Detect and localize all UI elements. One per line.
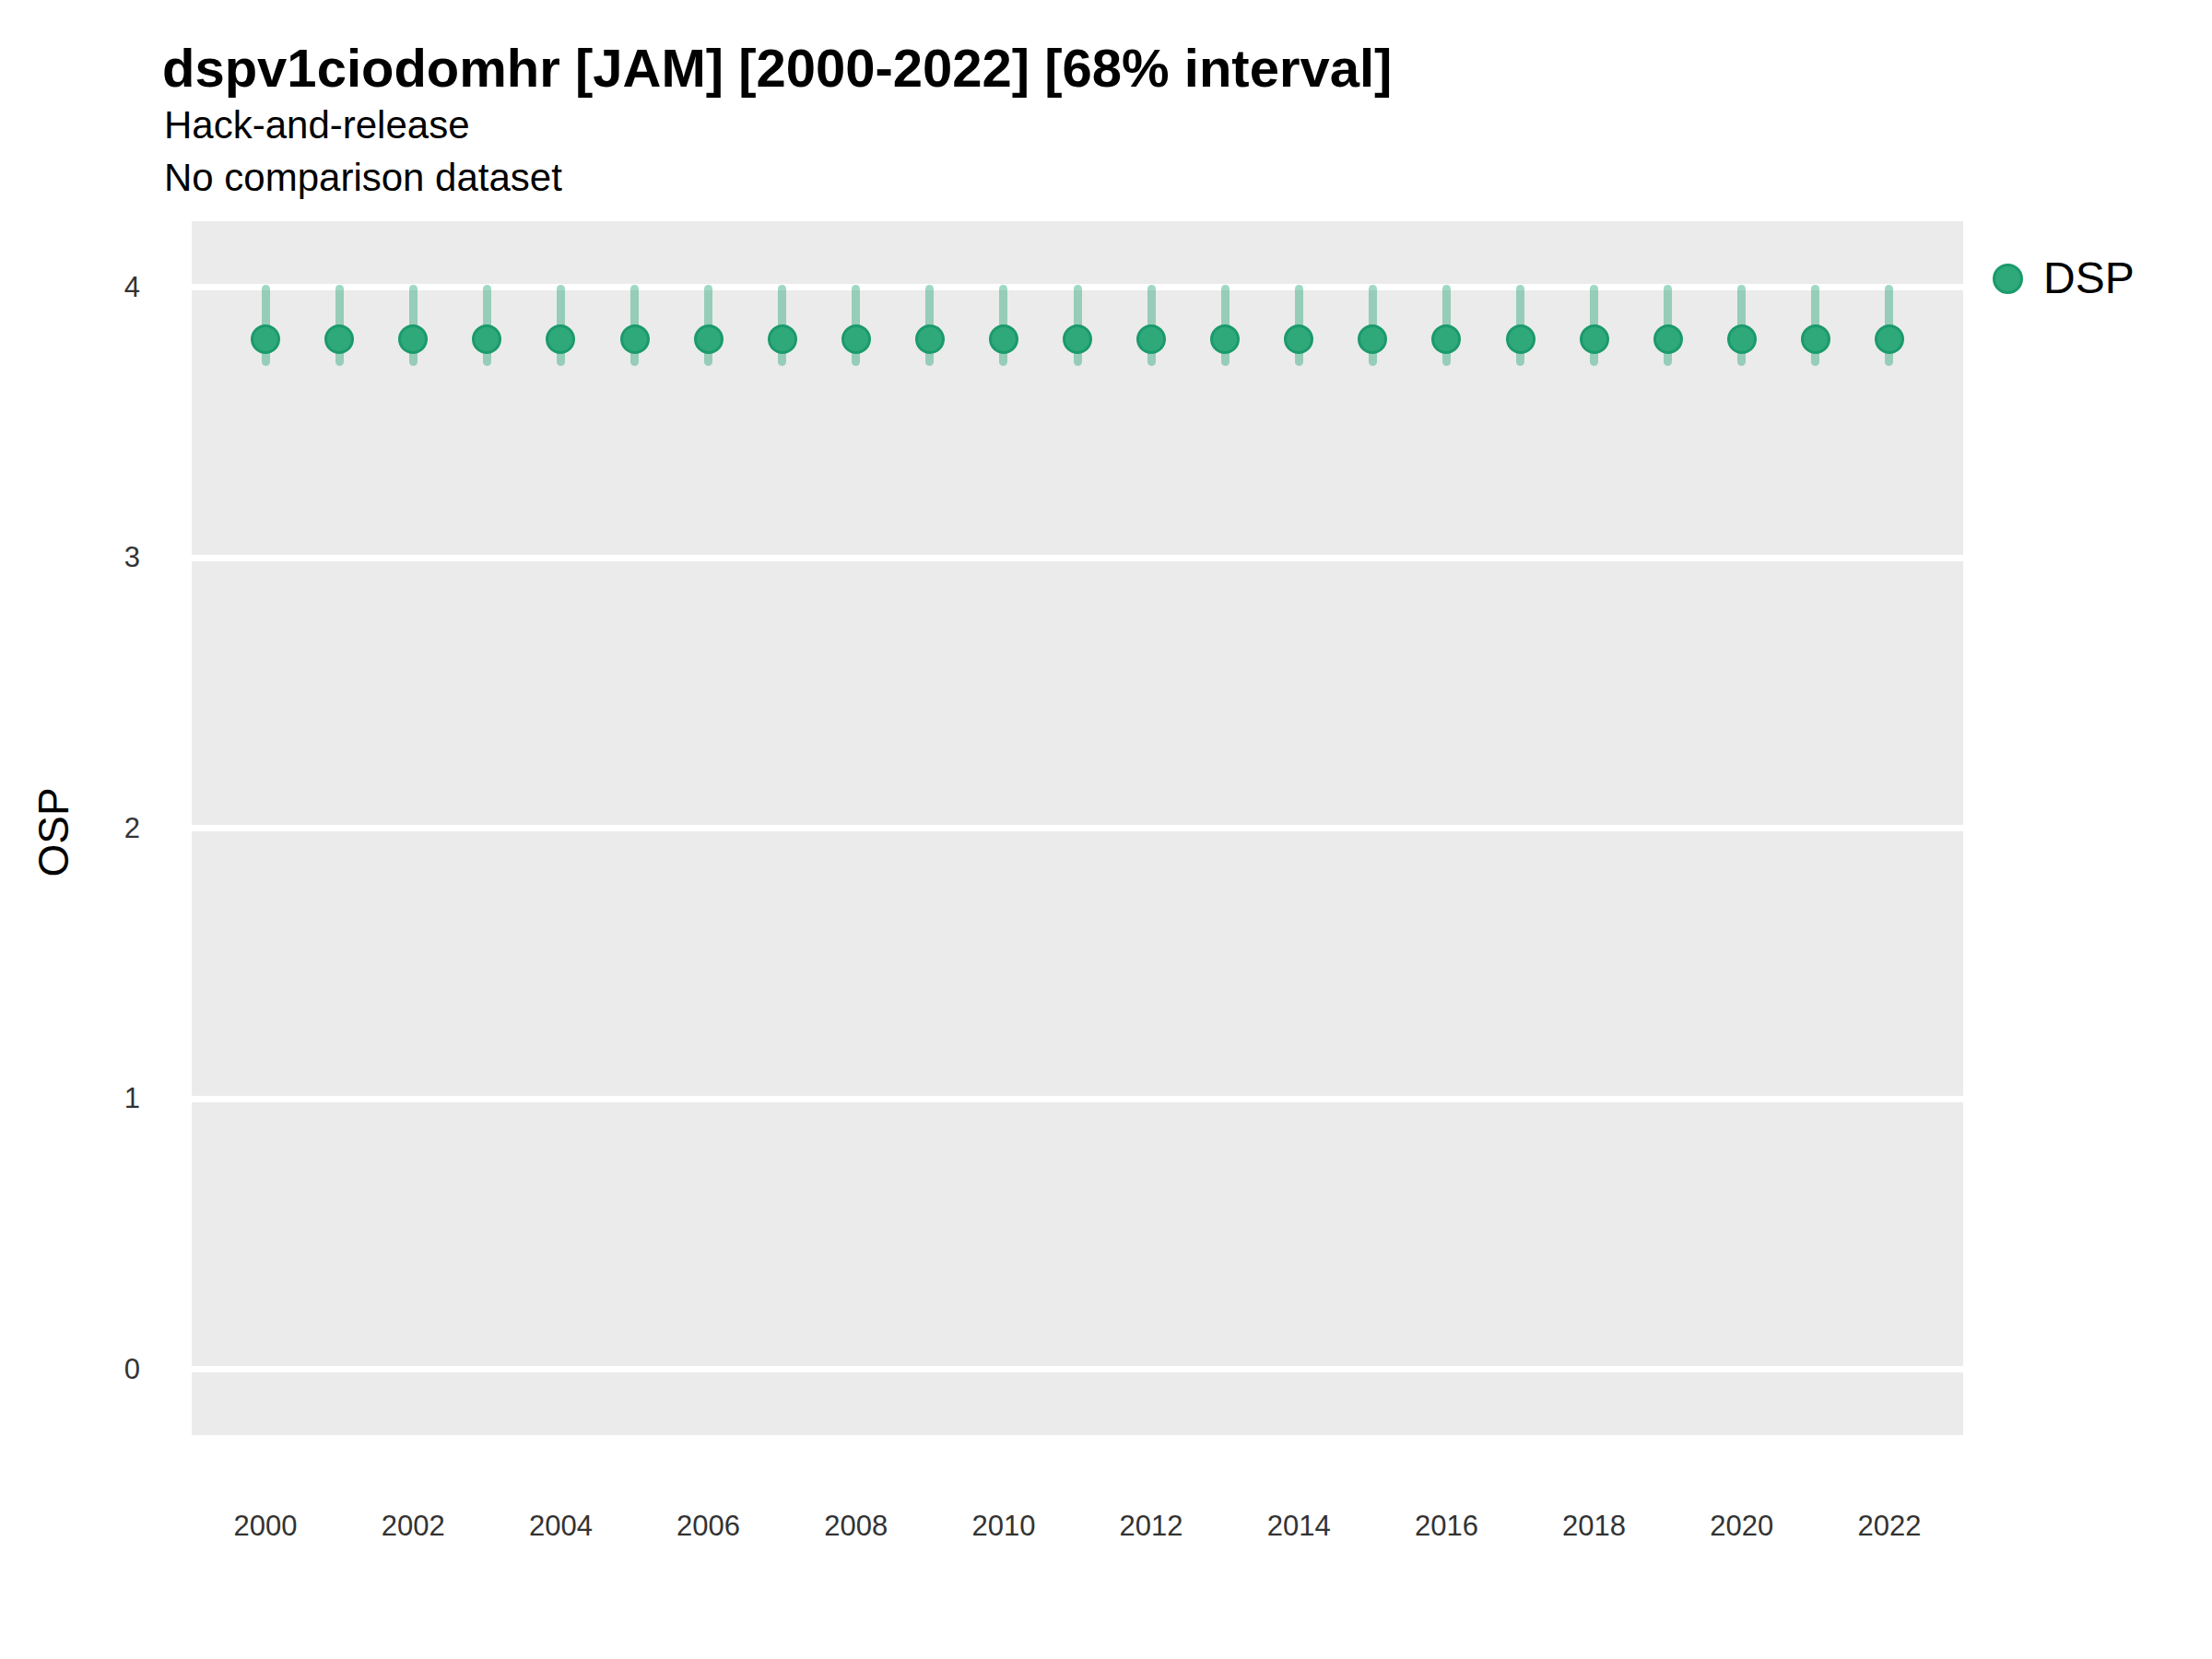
x-tick-label: 2004 bbox=[487, 1510, 634, 1543]
chart-subtitle-line2: No comparison dataset bbox=[164, 156, 562, 200]
data-point bbox=[1653, 324, 1683, 354]
data-point bbox=[1210, 324, 1240, 354]
x-tick-label: 2020 bbox=[1668, 1510, 1816, 1543]
y-grid-line bbox=[192, 555, 1963, 561]
data-point bbox=[841, 324, 871, 354]
y-grid-line bbox=[192, 1366, 1963, 1372]
legend: DSP bbox=[1993, 256, 2135, 300]
data-point bbox=[398, 324, 428, 354]
chart-figure: dspv1ciodomhr [JAM] [2000-2022] [68% int… bbox=[0, 0, 2212, 1659]
data-point bbox=[915, 324, 945, 354]
x-tick-label: 2022 bbox=[1816, 1510, 1963, 1543]
y-tick-label: 0 bbox=[20, 1353, 140, 1386]
data-point bbox=[1358, 324, 1387, 354]
x-tick-label: 2008 bbox=[782, 1510, 930, 1543]
chart-subtitle-line1: Hack-and-release bbox=[164, 103, 470, 147]
legend-circle-icon bbox=[1993, 264, 2023, 294]
data-point bbox=[546, 324, 575, 354]
data-point bbox=[1136, 324, 1166, 354]
data-point bbox=[1506, 324, 1535, 354]
x-tick-label: 2018 bbox=[1521, 1510, 1668, 1543]
data-point bbox=[768, 324, 797, 354]
data-point bbox=[324, 324, 354, 354]
chart-title: dspv1ciodomhr [JAM] [2000-2022] [68% int… bbox=[162, 37, 1392, 99]
data-point bbox=[694, 324, 724, 354]
data-point bbox=[1727, 324, 1757, 354]
y-grid-line bbox=[192, 825, 1963, 831]
y-tick-label: 1 bbox=[20, 1082, 140, 1115]
data-point bbox=[1063, 324, 1092, 354]
x-tick-label: 2000 bbox=[192, 1510, 339, 1543]
y-tick-label: 2 bbox=[20, 812, 140, 845]
x-tick-label: 2002 bbox=[339, 1510, 487, 1543]
x-tick-label: 2006 bbox=[635, 1510, 782, 1543]
legend-label: DSP bbox=[2043, 256, 2135, 300]
x-tick-label: 2016 bbox=[1372, 1510, 1520, 1543]
data-point bbox=[1801, 324, 1830, 354]
data-point bbox=[472, 324, 501, 354]
x-tick-label: 2014 bbox=[1225, 1510, 1372, 1543]
data-point bbox=[1284, 324, 1313, 354]
data-point bbox=[251, 324, 280, 354]
x-tick-label: 2012 bbox=[1077, 1510, 1225, 1543]
y-tick-label: 4 bbox=[20, 271, 140, 304]
y-tick-label: 3 bbox=[20, 541, 140, 574]
data-point bbox=[1431, 324, 1461, 354]
data-point bbox=[989, 324, 1018, 354]
y-grid-line bbox=[192, 1096, 1963, 1102]
data-point bbox=[620, 324, 650, 354]
x-tick-label: 2010 bbox=[930, 1510, 1077, 1543]
data-point bbox=[1875, 324, 1904, 354]
data-point bbox=[1580, 324, 1609, 354]
